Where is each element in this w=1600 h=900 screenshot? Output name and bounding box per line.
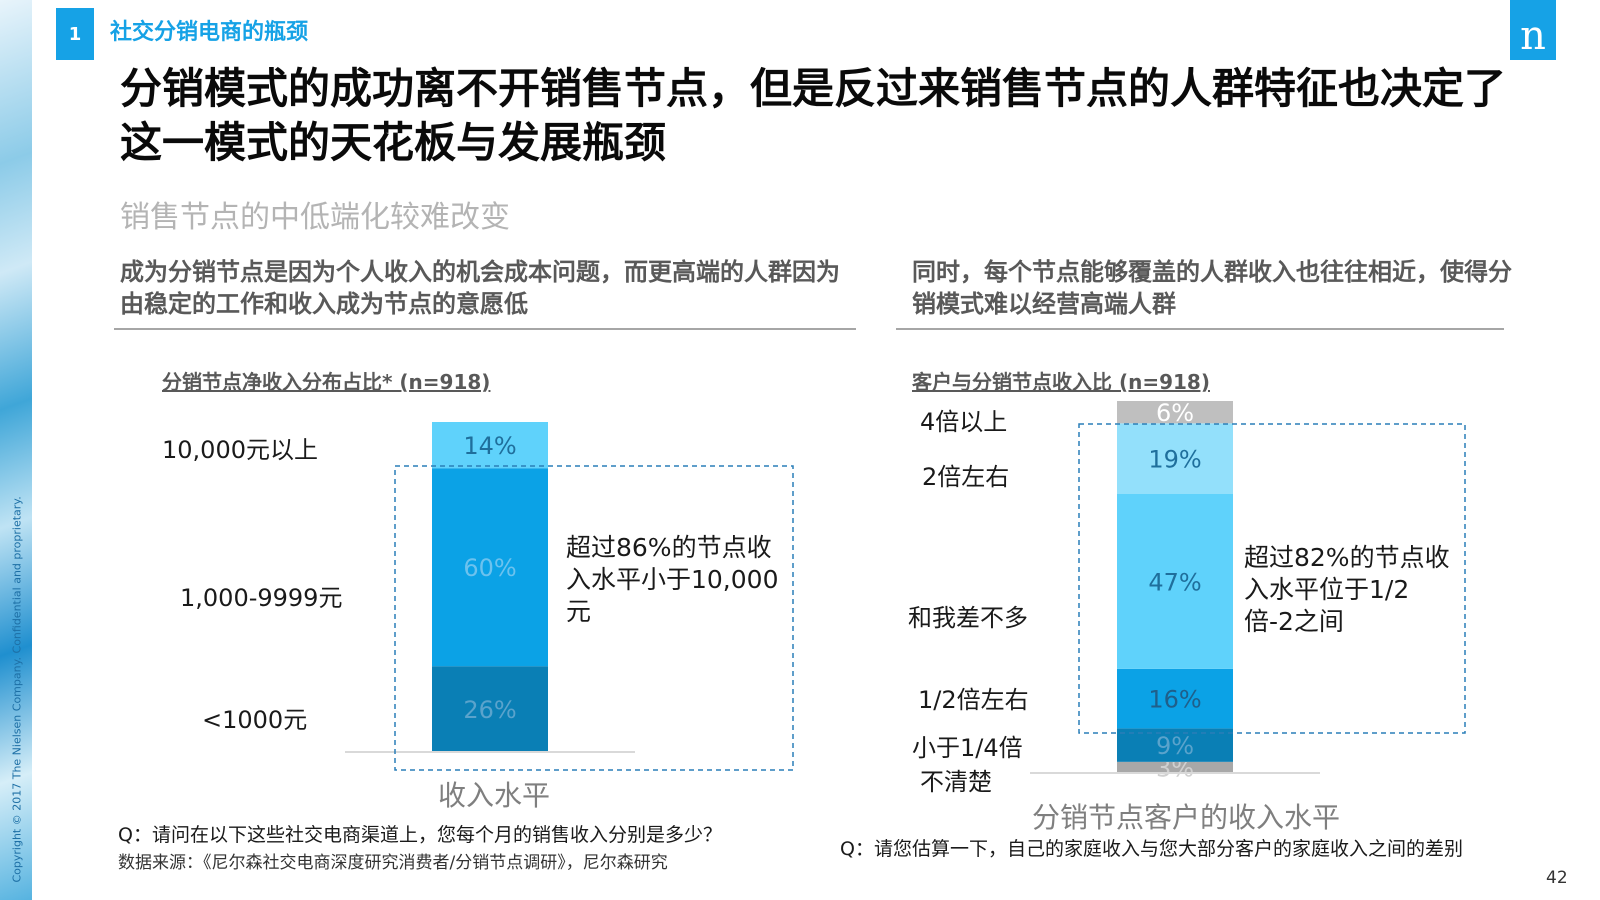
- right-data-label: 19%: [1148, 446, 1201, 474]
- left-data-label: 60%: [463, 554, 516, 582]
- left-data-label: 14%: [463, 432, 516, 460]
- left-bar-segment: [432, 468, 548, 667]
- left-category-label: 1,000-9999元: [180, 584, 343, 612]
- left-chart-title: 分销节点净收入分布占比* (n=918): [162, 370, 491, 394]
- left-callout: 超过86%的节点收入水平小于10,000元: [566, 533, 779, 626]
- left-bar-segment: [432, 422, 548, 469]
- right-bar-segment: [1117, 761, 1233, 773]
- right-data-label: 6%: [1156, 399, 1194, 427]
- left-question: Q：请问在以下这些社交电商渠道上，您每个月的销售收入分别是多少？: [118, 824, 722, 846]
- right-bar-segment: [1117, 728, 1233, 762]
- left-description: 成为分销节点是因为个人收入的机会成本问题，而更高端的人群因为由稳定的工作和收入成…: [120, 258, 840, 318]
- left-category-label: <1000元: [202, 706, 308, 734]
- data-source: 数据来源：《尼尔森社交电商深度研究消费者/分销节点调研》，尼尔森研究: [118, 853, 668, 873]
- section-title: 社交分销电商的瓶颈: [110, 20, 309, 45]
- left-data-label: 26%: [463, 696, 516, 724]
- right-data-label: 47%: [1148, 568, 1201, 596]
- right-chart-title: 客户与分销节点收入比 (n=918): [912, 370, 1210, 394]
- page-number: 42: [1546, 868, 1568, 888]
- right-data-label: 9%: [1156, 732, 1194, 760]
- section-number: 1: [56, 8, 94, 60]
- right-bar-segment: [1117, 401, 1233, 424]
- right-highlight-box: [1078, 423, 1466, 734]
- right-description: 同时，每个节点能够覆盖的人群收入也往往相近，使得分销模式难以经营高端人群: [912, 258, 1512, 318]
- right-bar-segment: [1117, 494, 1233, 669]
- nielsen-logo: n: [1510, 0, 1556, 60]
- right-x-axis-label: 分销节点客户的收入水平: [1032, 801, 1341, 834]
- right-category-label: 和我差不多: [908, 604, 1028, 632]
- right-category-label: 不清楚: [920, 768, 992, 796]
- right-bar-segment: [1117, 668, 1233, 729]
- right-category-label: 小于1/4倍: [912, 734, 1023, 762]
- right-data-label: 16%: [1148, 686, 1201, 714]
- left-highlight-box: [394, 465, 794, 771]
- right-callout: 超过82%的节点收入水平位于1/2倍-2之间: [1244, 543, 1450, 636]
- page-title: 分销模式的成功离不开销售节点，但是反过来销售节点的人群特征也决定了这一模式的天花…: [120, 64, 1507, 167]
- right-category-label: 4倍以上: [920, 408, 1008, 436]
- left-divider: [114, 328, 856, 330]
- page-subtitle: 销售节点的中低端化较难改变: [120, 200, 510, 235]
- left-x-axis-label: 收入水平: [438, 779, 551, 812]
- right-category-label: 2倍左右: [922, 463, 1010, 491]
- left-bar-segment: [432, 666, 548, 752]
- decorative-side-strip: [0, 0, 32, 900]
- right-divider: [896, 328, 1504, 330]
- right-question: Q：请您估算一下，自己的家庭收入与您大部分客户的家庭收入之间的差别: [840, 838, 1463, 860]
- right-bar-segment: [1117, 423, 1233, 494]
- right-category-label: 1/2倍左右: [918, 686, 1029, 714]
- left-category-label: 10,000元以上: [162, 436, 318, 464]
